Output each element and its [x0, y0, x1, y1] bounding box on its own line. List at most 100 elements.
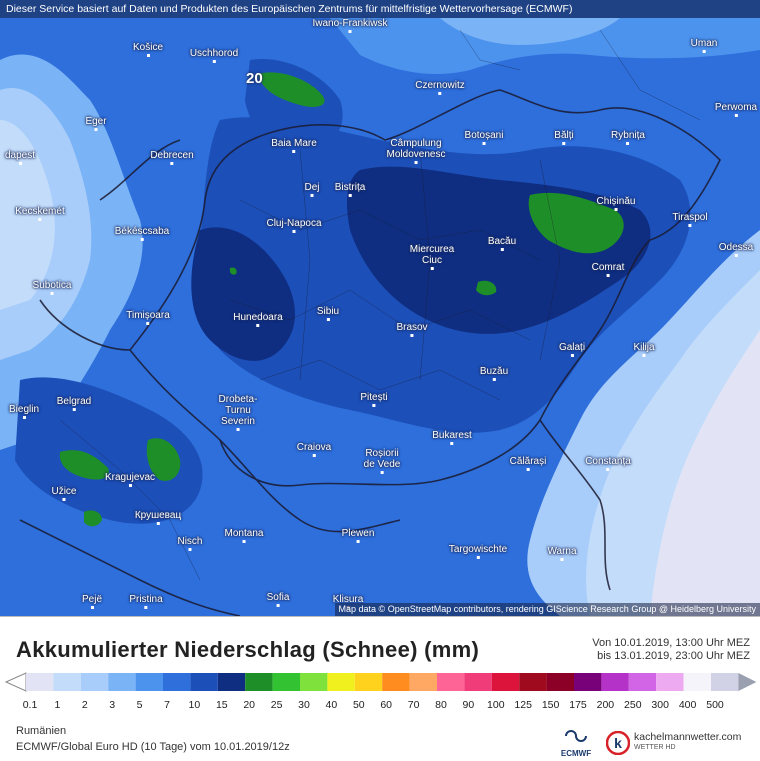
- city-label: Rybnița: [611, 130, 645, 145]
- scale-tick-label: 15: [215, 699, 228, 711]
- city-label: Uschhorod: [190, 48, 238, 63]
- scale-tick-label: 0.1: [22, 699, 38, 711]
- ecmwf-logo-text: ECMWF: [560, 749, 592, 758]
- legend-title: Akkumulierter Niederschlag (Schnee) (mm): [16, 637, 480, 662]
- precipitation-map[interactable]: Dieser Service basiert auf Daten und Pro…: [0, 0, 760, 616]
- city-label: Sibiu: [317, 306, 339, 321]
- kachelmann-k-icon: k: [606, 731, 630, 755]
- city-label: Călărași: [510, 456, 546, 471]
- scale-cell: [683, 673, 711, 691]
- scale-cell: [26, 673, 54, 691]
- scale-tick-label: 500: [706, 699, 724, 711]
- scale-tick-label: 10: [188, 699, 201, 711]
- city-dot-icon: [326, 318, 330, 321]
- city-dot-icon: [688, 224, 692, 227]
- scale-tick-label: 7: [164, 699, 170, 711]
- scale-cell: [464, 673, 492, 691]
- city-label: Užice: [51, 486, 77, 501]
- period-from: Von 10.01.2019, 13:00 Uhr MEZ: [592, 637, 750, 649]
- city-dot-icon: [430, 267, 434, 270]
- scale-cell: [354, 673, 383, 691]
- city-label: Bieglin: [9, 404, 39, 419]
- city-label: Chișinău: [597, 196, 635, 211]
- city-dot-icon: [500, 248, 504, 251]
- city-dot-icon: [372, 404, 376, 407]
- scale-tick-label: 175: [569, 699, 587, 711]
- city-label: Eger: [85, 116, 107, 131]
- city-dot-icon: [90, 606, 94, 609]
- city-label: Uman: [691, 38, 717, 53]
- scale-cell: [163, 673, 191, 691]
- city-label: Košice: [133, 42, 163, 57]
- city-dot-icon: [62, 498, 66, 501]
- scale-cell: [53, 673, 81, 691]
- city-dot-icon: [606, 468, 610, 471]
- city-dot-icon: [642, 354, 646, 357]
- city-label: Dej: [304, 182, 320, 197]
- city-dot-icon: [356, 540, 360, 543]
- city-label: dapest: [5, 150, 35, 165]
- city-label: Targowischte: [449, 544, 507, 559]
- city-label: Belgrad: [57, 396, 91, 411]
- city-label: Drobeta- Turnu Severin: [219, 394, 257, 431]
- city-label: Subotica: [33, 280, 71, 295]
- scale-tick-label: 400: [678, 699, 697, 711]
- city-label: Pejë: [82, 594, 102, 609]
- ecmwf-logo[interactable]: ECMWF: [556, 729, 596, 758]
- city-label: Roșiorii de Vede: [364, 448, 400, 474]
- city-dot-icon: [276, 604, 280, 607]
- scale-tick-label: 125: [514, 699, 532, 711]
- city-label: Bacău: [488, 236, 516, 251]
- city-label: Békéscsaba: [115, 226, 169, 241]
- scale-tick-label: 2: [81, 699, 88, 711]
- city-label: Kecskemét: [15, 206, 65, 221]
- scale-tick-label: 20: [243, 699, 256, 711]
- scale-cell: [546, 673, 574, 691]
- ecmwf-logo-icon: [565, 730, 587, 742]
- legend-period: Von 10.01.2019, 13:00 Uhr MEZ bis 13.01.…: [592, 637, 750, 663]
- scale-cell: [628, 673, 657, 691]
- city-label: Bukarest: [432, 430, 472, 445]
- scale-tick-label: 100: [487, 699, 505, 711]
- city-dot-icon: [734, 114, 738, 117]
- city-label: Czernowitz: [415, 80, 465, 95]
- scale-cell: [190, 673, 218, 691]
- scale-cell: [574, 673, 602, 691]
- scale-cell: [437, 673, 465, 691]
- scale-cell: [601, 673, 629, 691]
- city-dot-icon: [292, 230, 296, 233]
- city-label: Debrecen: [150, 150, 194, 165]
- city-dot-icon: [146, 322, 150, 325]
- city-label: Perwoma: [715, 102, 757, 117]
- scale-arrow-right-icon: [738, 673, 757, 691]
- scale-tick-label: 5: [136, 699, 143, 711]
- city-dot-icon: [144, 606, 148, 609]
- city-dot-icon: [310, 194, 314, 197]
- scale-cell: [382, 673, 410, 691]
- city-dot-icon: [312, 454, 316, 457]
- footer-info: Rumänien ECMWF/Global Euro HD (10 Tage) …: [16, 723, 290, 755]
- city-dot-icon: [482, 142, 486, 145]
- city-dot-icon: [256, 324, 260, 327]
- city-dot-icon: [242, 540, 246, 543]
- city-dot-icon: [570, 354, 574, 357]
- kachelmann-logo[interactable]: k kachelmannwetter.com WETTER HD: [606, 729, 756, 757]
- city-dot-icon: [614, 208, 618, 211]
- scale-cell: [245, 673, 273, 691]
- city-label: Constanța: [585, 456, 631, 471]
- city-label: Brasov: [396, 322, 428, 337]
- city-dot-icon: [450, 442, 454, 445]
- scale-cell: [519, 673, 547, 691]
- city-label: Montana: [225, 528, 263, 543]
- city-label: Miercurea Ciuc: [410, 244, 454, 270]
- city-dot-icon: [438, 92, 442, 95]
- city-dot-icon: [560, 558, 564, 561]
- scale-cell: [711, 673, 739, 691]
- scale-tick-label: 250: [624, 699, 642, 711]
- city-label: Galați: [559, 342, 585, 357]
- scale-cell: [409, 673, 437, 691]
- city-label: Timișoara: [126, 310, 170, 325]
- max-value-label: 20: [246, 70, 263, 87]
- city-label: Bistrița: [335, 182, 365, 197]
- region-label: Rumänien: [16, 725, 67, 737]
